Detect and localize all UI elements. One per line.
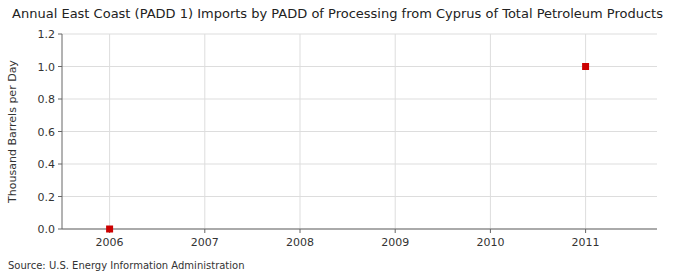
tick-label: 2009 (381, 236, 409, 249)
tick-label: 1.0 (38, 61, 56, 74)
tick (490, 229, 491, 233)
tick (58, 66, 62, 67)
tick (58, 34, 62, 35)
points (106, 63, 589, 233)
background (0, 0, 675, 275)
tick (58, 196, 62, 197)
grid-line (395, 34, 396, 229)
grid-line (62, 131, 657, 132)
grid-line (490, 34, 491, 229)
grid-line (62, 66, 657, 67)
tick (58, 99, 62, 100)
tick-label: 2011 (572, 236, 600, 249)
chart: Annual East Coast (PADD 1) Imports by PA… (0, 0, 675, 275)
tick-label: 0.0 (38, 223, 56, 236)
x-axis-line (62, 229, 657, 230)
tick (300, 229, 301, 233)
grid-line (109, 34, 110, 229)
grid-line (204, 34, 205, 229)
tick (585, 229, 586, 233)
tick (58, 131, 62, 132)
tick (395, 229, 396, 233)
tick-label: 1.2 (38, 28, 56, 41)
source-note: Source: U.S. Energy Information Administ… (8, 260, 245, 271)
tick-label: 0.8 (38, 93, 56, 106)
title-line: Annual East Coast (PADD 1) Imports by PA… (12, 6, 663, 21)
tick-label: 2010 (476, 236, 504, 249)
grid-line (300, 34, 301, 229)
grid-line (62, 196, 657, 197)
point (106, 226, 113, 233)
y-axis-label: Thousand Barrels per Day (6, 60, 19, 204)
title: Annual East Coast (PADD 1) Imports by PA… (12, 6, 663, 21)
tick-label: 0.2 (38, 191, 56, 204)
grid (62, 34, 657, 229)
tick-label: 0.6 (38, 126, 56, 139)
axes: 0.0 0.2 0.4 0.6 0.8 1.0 1.2 2006 2007 2008 2009 201… (38, 28, 658, 249)
grid-line (62, 164, 657, 165)
tick (204, 229, 205, 233)
tick-label: 0.4 (38, 158, 56, 171)
grid-line (62, 34, 657, 35)
tick (58, 164, 62, 165)
y-axis-line (62, 34, 63, 229)
tick-label: 2007 (191, 236, 219, 249)
tick-label: 2008 (286, 236, 314, 249)
point (582, 63, 589, 70)
grid-line (62, 99, 657, 100)
tick (58, 229, 62, 230)
grid-line (62, 229, 657, 230)
tick-label: 2006 (96, 236, 124, 249)
